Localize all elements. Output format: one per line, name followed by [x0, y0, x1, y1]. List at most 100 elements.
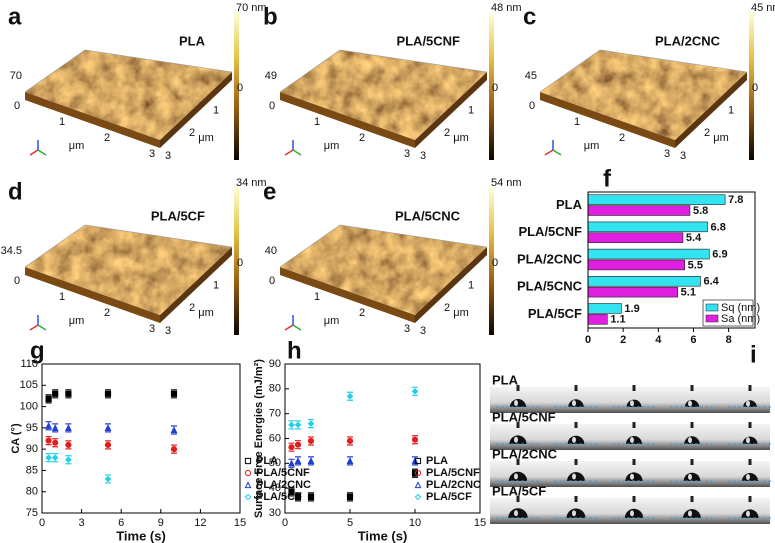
data-point [65, 441, 72, 448]
droplet [508, 508, 528, 518]
error-caps [171, 389, 177, 399]
colorbar-max: 48 nm [491, 2, 522, 14]
afm-edge [279, 49, 488, 93]
triad [37, 149, 47, 156]
droplet [741, 509, 759, 518]
droplet-glint [746, 474, 750, 480]
error-caps [105, 423, 111, 433]
error-caps [171, 425, 177, 435]
y-tick-label: 1 [213, 280, 219, 292]
data-point [288, 459, 295, 467]
x-tick-label: 0 [269, 275, 275, 287]
error-caps [295, 420, 301, 430]
colorbar-max: 45 nm [751, 2, 775, 14]
error-caps [65, 423, 72, 433]
data-point [346, 392, 354, 400]
needle [748, 496, 752, 502]
panel-letter: c [523, 3, 536, 30]
photo-row-label: PLA/5CNF [492, 409, 556, 424]
value-label: 5.1 [681, 287, 696, 299]
data-point [170, 446, 178, 453]
panel-letter: g [30, 337, 45, 364]
x-tick-label: 2 [620, 334, 626, 346]
x-axis-label: Time (s) [116, 528, 166, 543]
data-point [288, 444, 295, 451]
data-point [346, 457, 354, 464]
legend-label: Sa (nm) [721, 313, 760, 325]
x-tick-label: 5 [347, 517, 353, 529]
x-tick-label: 6 [118, 517, 124, 529]
droplet-glint [630, 437, 634, 443]
value-label: 6.4 [704, 276, 720, 288]
error-caps [308, 436, 314, 446]
data-point [45, 422, 53, 429]
droplet-glint [514, 473, 518, 480]
error-caps [45, 436, 52, 446]
y-tick-label: 90 [269, 358, 281, 370]
error-caps [288, 420, 295, 430]
bar [587, 276, 701, 287]
droplet-glint [514, 436, 518, 443]
x-unit: μm [69, 315, 85, 327]
error-caps [288, 442, 295, 452]
y-tick-label: 50 [269, 457, 281, 469]
legend-swatch [705, 303, 719, 312]
x-tick-label: 3 [79, 517, 85, 529]
bar [587, 303, 622, 314]
value-label: 1.1 [610, 314, 625, 326]
error-caps [347, 492, 353, 502]
x-tick-label: 0 [14, 100, 20, 112]
data-point [65, 390, 72, 397]
photo-row-label: PLA/5CF [492, 483, 546, 498]
sample-label: PLA/5CF [151, 208, 205, 223]
afm-side [280, 92, 415, 148]
y-tick-label: 110 [20, 358, 38, 370]
colorbar [489, 12, 494, 160]
error-caps [412, 456, 418, 466]
legend-label: PLA/2CNC [256, 479, 311, 491]
y-tick-label: 0 [492, 82, 498, 94]
x-tick-label: 3 [664, 148, 670, 160]
needle [690, 459, 694, 465]
x-tick-label: 3 [404, 323, 410, 335]
droplet-glint [746, 437, 750, 444]
legend-marker [414, 493, 422, 501]
error-caps [45, 453, 52, 463]
error-caps [412, 386, 418, 396]
sample-label: PLA/5CNF [396, 33, 460, 48]
bar [587, 221, 708, 233]
value-label: 5.5 [688, 259, 703, 271]
x-tick-label: 3 [149, 148, 155, 160]
legend-marker [414, 481, 422, 489]
x-tick-label: 2 [359, 307, 365, 319]
height-label: 70 [10, 70, 22, 82]
axes-frame [587, 191, 756, 329]
droplet [567, 435, 585, 444]
data-point [411, 436, 419, 443]
error-caps [295, 440, 301, 450]
y-tick-label: 70 [269, 408, 281, 420]
sample-label: PLA [179, 33, 206, 48]
needle [516, 422, 520, 428]
triad [37, 324, 47, 331]
data-point [307, 420, 315, 427]
error-caps [308, 419, 314, 429]
needle [516, 385, 520, 391]
error-caps [308, 492, 314, 502]
bar [587, 286, 678, 298]
y-tick-label: 2 [189, 302, 195, 314]
error-caps [347, 456, 353, 466]
needle [690, 422, 694, 428]
colorbar-max: 70 nm [236, 2, 267, 14]
error-caps [412, 468, 418, 478]
needle [574, 422, 578, 428]
legend-marker [244, 493, 252, 501]
x-tick-label: 0 [39, 517, 45, 529]
droplet-glint [630, 400, 634, 407]
error-caps [52, 423, 59, 433]
bar [587, 205, 691, 216]
x-tick-label: 0 [529, 100, 535, 112]
legend-marker [244, 481, 252, 489]
axes-frame [41, 363, 241, 514]
photo-row-label: PLA/2CNC [492, 446, 558, 461]
